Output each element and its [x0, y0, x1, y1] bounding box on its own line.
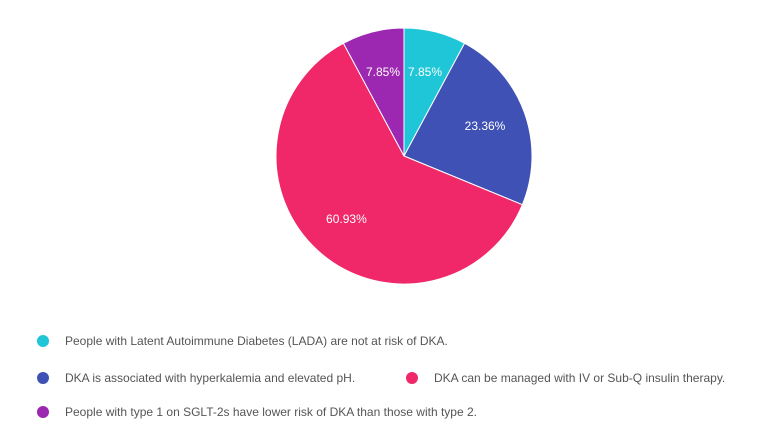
- legend-label-hyperkalemia: DKA is associated with hyperkalemia and …: [65, 371, 356, 385]
- pie-slice-sglt2[interactable]: [342, 27, 405, 157]
- pie-slice-hyperkalemia[interactable]: [403, 42, 533, 206]
- slice-value-label-sglt2: 7.85%: [366, 65, 400, 79]
- legend-label-lada: People with Latent Autoimmune Diabetes (…: [65, 334, 448, 348]
- pie-slice-insulin-therapy[interactable]: [275, 42, 524, 285]
- legend-item-sglt2[interactable]: People with type 1 on SGLT-2s have lower…: [37, 405, 477, 419]
- legend-label-sglt2: People with type 1 on SGLT-2s have lower…: [65, 405, 477, 419]
- legend-item-insulin-therapy[interactable]: DKA can be managed with IV or Sub-Q insu…: [406, 371, 725, 385]
- pie-slice-labels: 7.85% 23.36% 60.93% 7.85%: [326, 65, 506, 226]
- legend-marker-hyperkalemia: [37, 372, 49, 384]
- slice-value-label-hyperkalemia: 23.36%: [465, 119, 506, 133]
- legend-marker-insulin-therapy: [406, 372, 418, 384]
- slice-value-label-insulin-therapy: 60.93%: [326, 212, 367, 226]
- pie-slices: [275, 27, 533, 285]
- legend-item-lada[interactable]: People with Latent Autoimmune Diabetes (…: [37, 334, 448, 348]
- slice-value-label-lada: 7.85%: [408, 65, 442, 79]
- legend-marker-lada: [37, 335, 49, 347]
- legend-item-hyperkalemia[interactable]: DKA is associated with hyperkalemia and …: [37, 371, 355, 385]
- legend-label-insulin-therapy: DKA can be managed with IV or Sub-Q insu…: [434, 371, 726, 385]
- pie-chart: 7.85% 23.36% 60.93% 7.85%: [275, 27, 533, 285]
- legend-marker-sglt2: [37, 406, 49, 418]
